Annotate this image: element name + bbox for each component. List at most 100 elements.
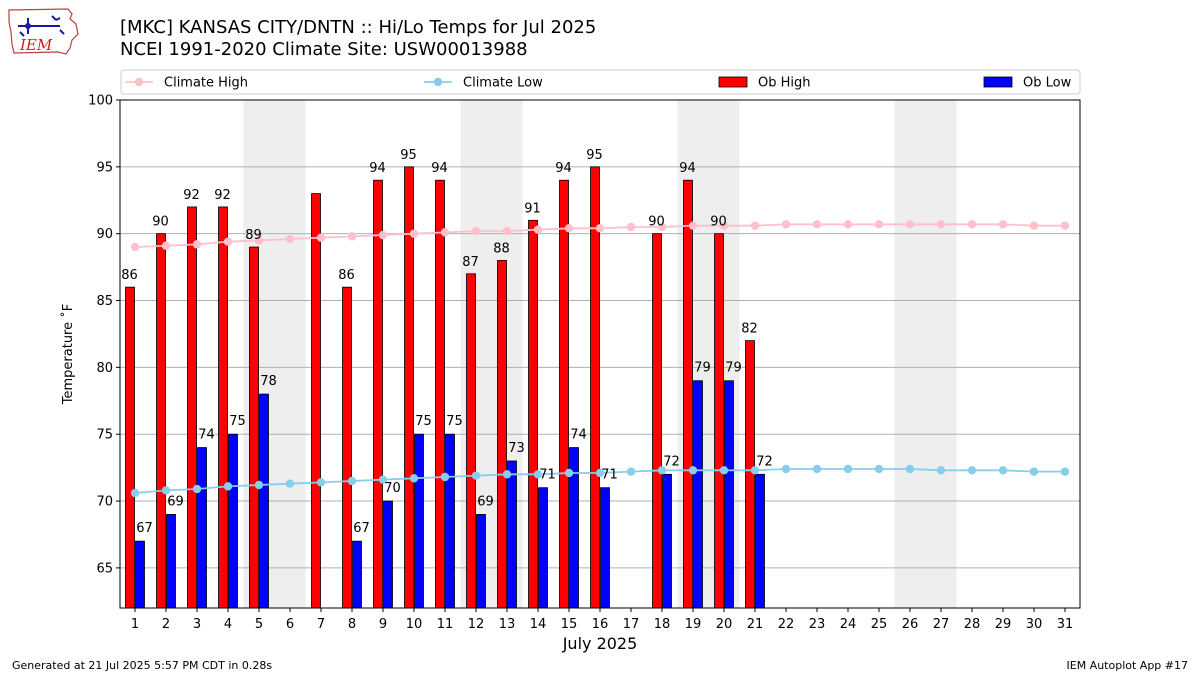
climate-low-point	[533, 470, 543, 479]
ob-low-bar	[662, 473, 672, 608]
ob-low-label: 71	[601, 468, 618, 483]
x-tick-label: 19	[685, 617, 702, 632]
x-tick-label: 29	[995, 617, 1012, 632]
x-tick-label: 15	[561, 617, 578, 632]
weekend-shade	[491, 100, 523, 608]
weekend-shade	[708, 100, 740, 608]
ob-high-bar	[559, 179, 569, 608]
x-tick-label: 14	[530, 617, 547, 632]
ob-low-label: 67	[353, 521, 370, 536]
climate-high-point	[843, 220, 853, 229]
y-axis-label: Temperature ˚F	[60, 304, 76, 405]
ob-high-label: 89	[245, 228, 262, 243]
climate-high-legend-marker	[134, 77, 144, 87]
ob-high-label: 94	[431, 161, 448, 176]
x-tick-label: 20	[716, 617, 733, 632]
climate-high-point	[130, 242, 140, 252]
climate-high-point	[502, 226, 512, 236]
ob-high-label: 92	[183, 188, 200, 203]
ob-low-legend-swatch	[983, 76, 1013, 88]
climate-low-point	[874, 464, 884, 474]
climate-low-point	[719, 466, 729, 475]
ob-low-label: 73	[508, 441, 525, 456]
climate-low-legend-marker	[433, 77, 443, 87]
climate-high-point	[378, 230, 388, 240]
x-tick-label: 21	[747, 617, 764, 632]
ob-high-bar	[528, 219, 538, 608]
ob-low-label: 79	[694, 361, 711, 376]
ob-high-legend-swatch	[718, 76, 748, 88]
app-footer: IEM Autoplot App #17	[1066, 659, 1189, 672]
ob-high-bar	[404, 166, 414, 608]
climate-low-point	[161, 486, 171, 495]
x-tick-label: 8	[348, 617, 356, 632]
ob-low-bar	[724, 380, 734, 608]
ob-low-bar	[507, 460, 517, 608]
climate-low-point	[936, 466, 946, 475]
y-tick-label: 70	[96, 495, 113, 510]
ob-low-legend-label: Ob Low	[1023, 76, 1072, 91]
ob-high-legend-label: Ob High	[758, 76, 811, 91]
y-tick-label: 85	[96, 294, 113, 309]
x-tick-label: 9	[379, 617, 387, 632]
climate-high-point	[223, 237, 233, 246]
ob-high-bar	[714, 233, 724, 608]
climate-high-point	[440, 228, 450, 237]
climate-low-point	[192, 484, 202, 494]
y-tick-label: 100	[88, 94, 113, 109]
y-tick-label: 80	[96, 361, 113, 376]
ob-high-bar	[590, 166, 600, 608]
climate-high-point	[998, 220, 1008, 229]
climate-high-point	[161, 241, 171, 250]
y-tick-label: 75	[96, 428, 113, 443]
legend: Climate High Climate Low Ob High Ob Low	[120, 69, 1081, 95]
climate-high-point	[192, 240, 202, 249]
ob-high-bar	[311, 193, 321, 608]
x-tick-label: 13	[499, 617, 516, 632]
ob-low-label: 72	[663, 454, 680, 469]
plot-area	[120, 100, 1080, 608]
ob-low-bar	[414, 433, 424, 608]
y-tick-label: 90	[96, 227, 113, 242]
x-tick-label: 1	[131, 617, 139, 632]
climate-high-point	[316, 233, 326, 242]
climate-high-point	[533, 225, 543, 234]
x-tick-label: 4	[224, 617, 232, 632]
ob-high-bar	[125, 286, 135, 608]
climate-high-point	[626, 222, 636, 232]
climate-high-point	[657, 222, 667, 232]
x-tick-label: 22	[778, 617, 795, 632]
chart-subtitle: NCEI 1991-2020 Climate Site: USW00013988	[120, 39, 528, 60]
ob-high-bar	[466, 273, 476, 608]
weekend-shade	[677, 100, 709, 608]
ob-high-label: 94	[555, 161, 572, 176]
climate-low-point	[347, 476, 357, 486]
climate-high-point	[781, 220, 791, 229]
ob-high-bar	[218, 206, 228, 608]
climate-high-point	[409, 229, 419, 238]
ob-low-bar	[693, 380, 703, 608]
climate-high-point	[750, 221, 760, 230]
ob-low-bar	[445, 433, 455, 608]
climate-low-point	[378, 475, 388, 484]
climate-low-point	[812, 464, 822, 474]
x-tick-label: 2	[162, 617, 170, 632]
x-tick-label: 16	[592, 617, 609, 632]
x-tick-label: 6	[286, 617, 294, 632]
ob-low-bar	[569, 447, 579, 608]
x-tick-label: 23	[809, 617, 826, 632]
weekend-shade	[274, 100, 306, 608]
ob-high-label: 94	[679, 161, 696, 176]
ob-low-label: 75	[446, 414, 463, 429]
climate-low-point	[440, 472, 450, 482]
climate-low-point	[285, 479, 295, 488]
climate-low-point	[967, 466, 977, 475]
climate-high-legend-label: Climate High	[164, 76, 248, 91]
climate-high-point	[347, 232, 357, 241]
climate-low-line	[134, 468, 1065, 494]
weekend-shade	[925, 100, 957, 608]
ob-high-bar	[249, 246, 259, 608]
climate-high-point	[967, 220, 977, 229]
ob-low-bar	[600, 487, 610, 608]
climate-low-point	[254, 480, 264, 490]
